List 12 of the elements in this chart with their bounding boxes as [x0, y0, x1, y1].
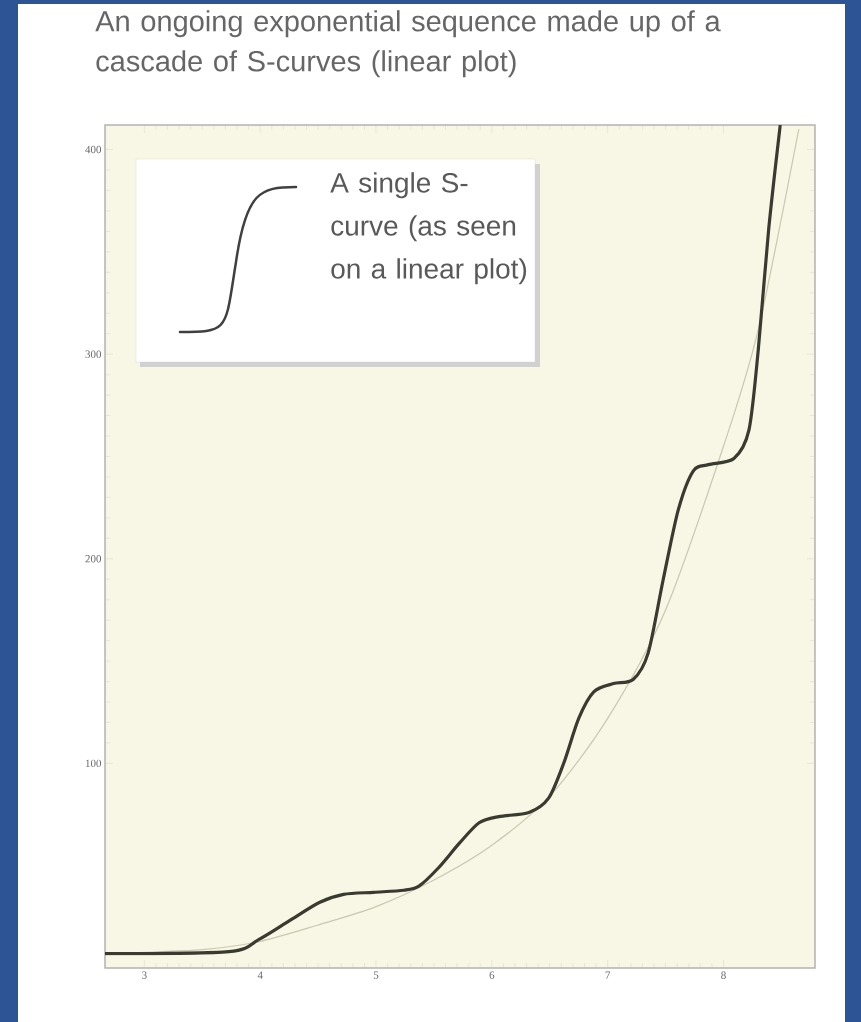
annotation: A single S-curve (as seen on a linear plot) — [330, 172, 527, 285]
x-tick-label: 8 — [721, 971, 726, 979]
y-tick-label: 400 — [85, 145, 102, 154]
x-tick-label: 7 — [605, 971, 611, 979]
chart-title: An ongoing exponential sequence made up of a cascade of S-curves (linear plot) — [95, 10, 721, 78]
y-tick-label: 100 — [85, 759, 102, 768]
x-tick-label: 3 — [142, 971, 147, 979]
y-tick-label: 200 — [85, 555, 102, 563]
x-tick-label: 6 — [489, 971, 495, 979]
y-tick-label: 300 — [85, 350, 102, 358]
x-tick-label: 5 — [373, 971, 379, 979]
x-tick-label: 4 — [257, 971, 263, 979]
